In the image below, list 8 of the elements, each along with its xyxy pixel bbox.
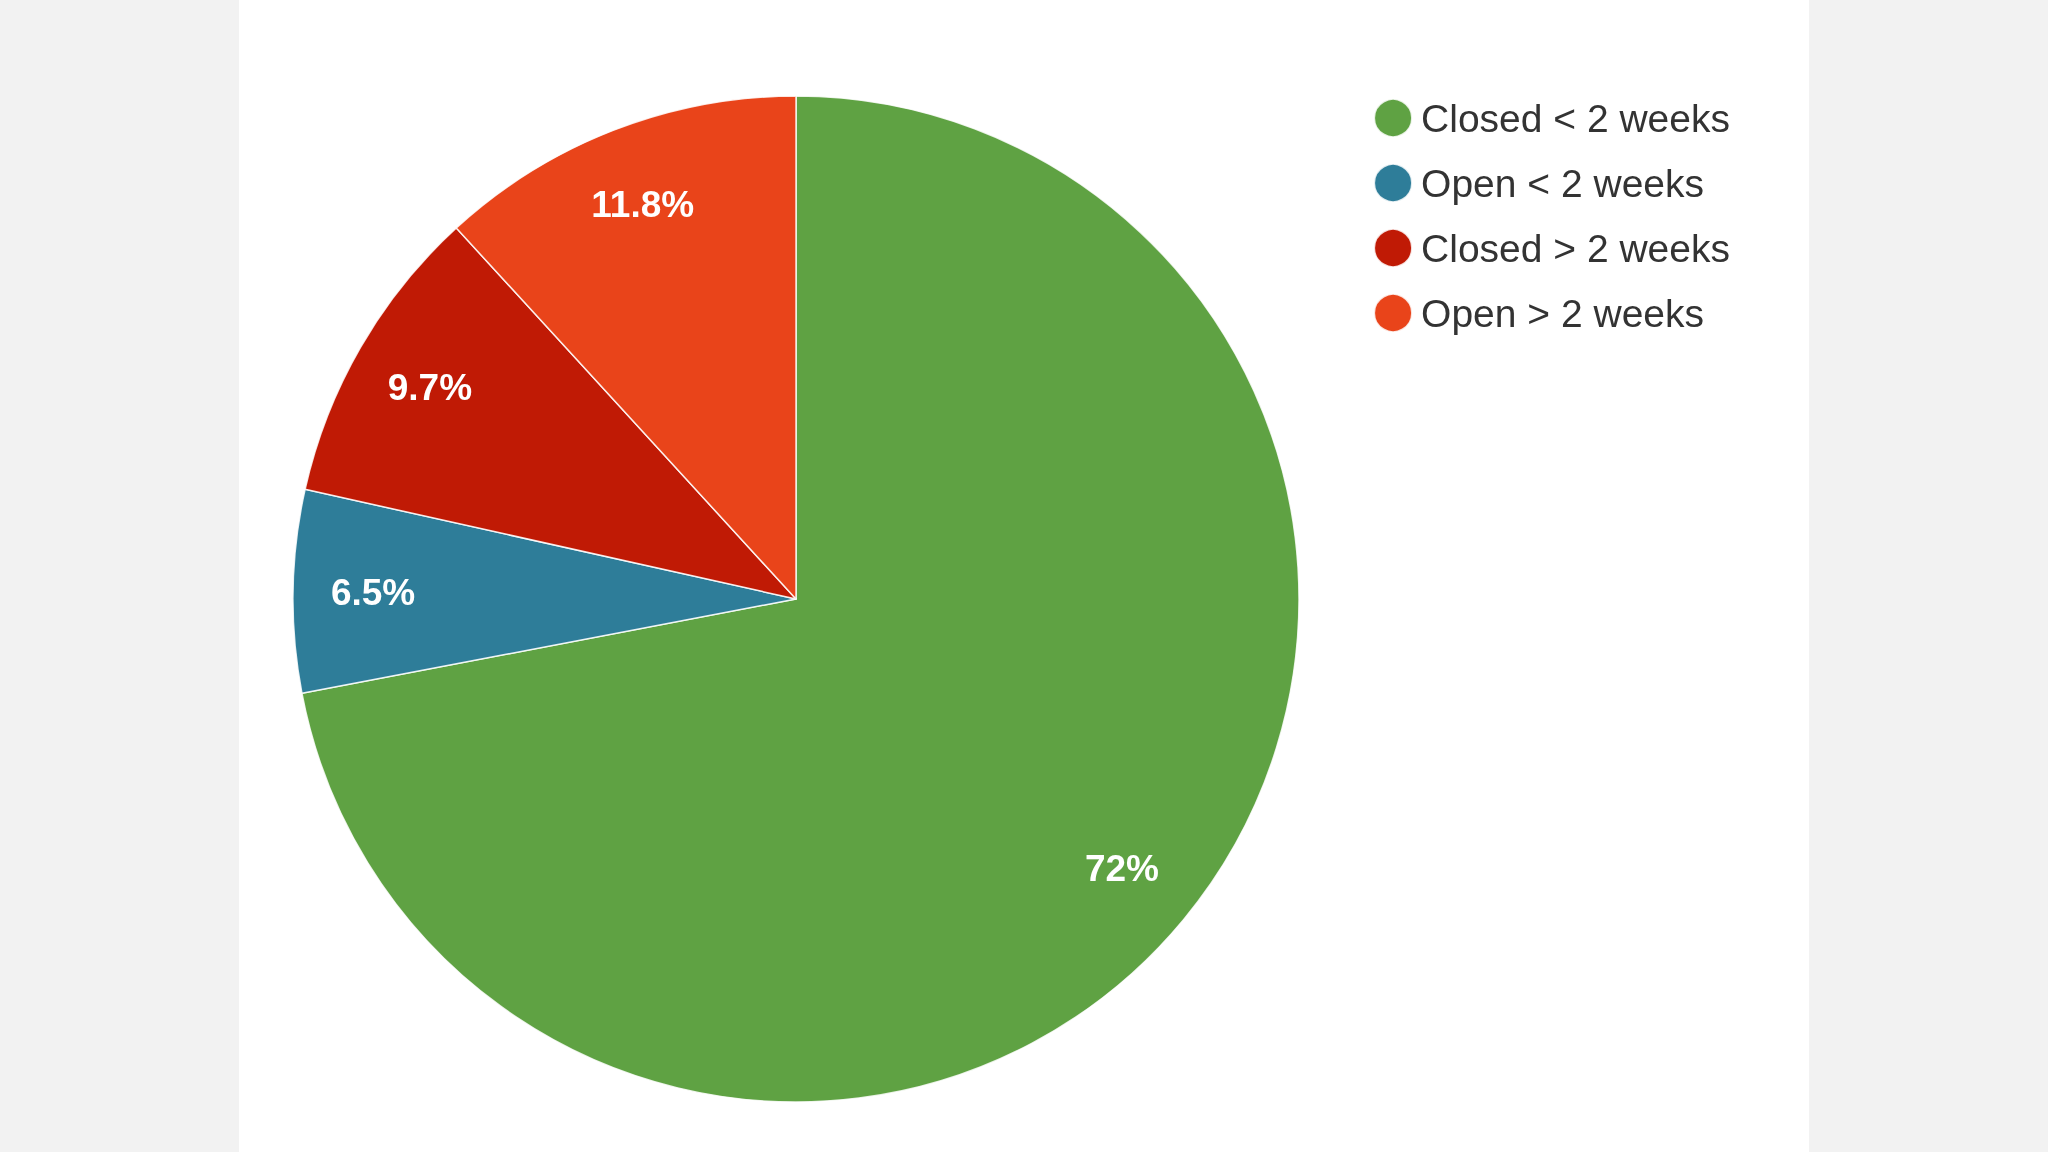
legend-label: Open > 2 weeks: [1421, 291, 1705, 335]
data-label: 9.7%: [387, 366, 473, 408]
data-label: 11.8%: [591, 184, 695, 226]
data-label: 6.5%: [330, 571, 416, 613]
data-label: 72%: [1084, 848, 1159, 890]
legend-label: Closed > 2 weeks: [1421, 226, 1731, 270]
legend-label: Open < 2 weeks: [1421, 161, 1705, 205]
legend-label: Closed < 2 weeks: [1421, 96, 1731, 140]
